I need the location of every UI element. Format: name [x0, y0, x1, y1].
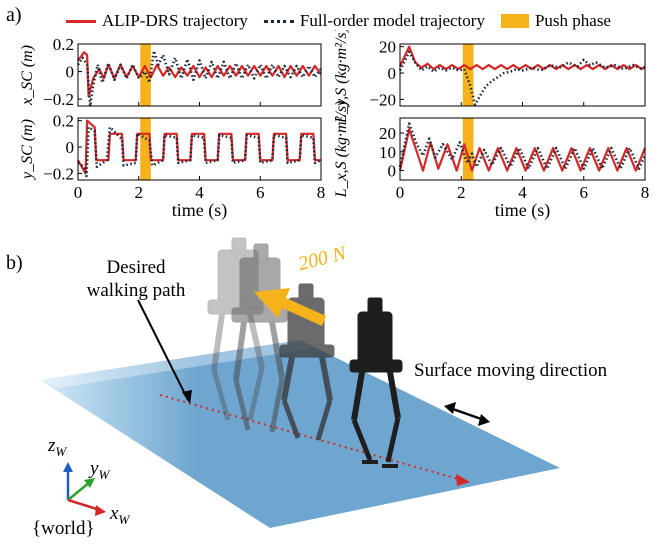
series-full-line	[76, 49, 323, 108]
push-phase-band	[462, 118, 474, 180]
frame-x-axis	[67, 498, 101, 512]
x-tick-label: 4	[518, 183, 527, 202]
world-frame-label: {world}	[32, 518, 95, 539]
legend: ALIP-DRS trajectory Full-order model tra…	[66, 8, 627, 34]
push-force-arrow	[254, 288, 326, 326]
y-axis-label: x_SC (m)	[19, 45, 36, 106]
surface-direction-label: Surface moving direction	[414, 360, 608, 381]
plot-frame	[399, 43, 646, 107]
y-tick-label: 20	[379, 124, 396, 143]
frame-y-axis	[67, 481, 91, 501]
desired-path-label: Desired walking path	[86, 257, 186, 301]
robot-illustration	[40, 237, 560, 528]
path-pointer-arrowhead	[182, 390, 192, 404]
push-phase-band	[140, 44, 151, 106]
x-tick-label: 4	[195, 183, 204, 202]
frame-z-sub: W	[55, 443, 67, 459]
surface-arrowhead-left	[444, 402, 456, 414]
series-full-line	[398, 122, 647, 170]
frame-x-text: x	[110, 503, 119, 524]
frame-z-label: zW	[48, 435, 66, 460]
robot-final	[349, 297, 403, 468]
desired-path-line	[159, 394, 463, 481]
x-axis-label: time (s)	[172, 200, 228, 221]
surface-edge-band	[40, 340, 316, 388]
legend-full-swatch	[263, 19, 294, 23]
y-axis-label: L_x,S (kg·m²/s)	[333, 101, 350, 199]
y-tick-label: −0.2	[43, 164, 74, 183]
x-tick-label: 6	[580, 183, 589, 202]
legend-full: Full-order model trajectory	[263, 11, 485, 31]
frame-z-arrowhead	[63, 462, 73, 472]
path-pointer-line	[137, 299, 189, 401]
x-tick-label: 8	[317, 183, 326, 202]
legend-push-swatch	[500, 14, 529, 28]
frame-y-label: yW	[90, 458, 109, 483]
y-tick-label: 10	[379, 143, 396, 162]
x-tick-label: 8	[641, 183, 650, 202]
y-axis-label: L_y,S (kg·m²/s)	[333, 30, 350, 124]
x-tick-label: 0	[396, 183, 405, 202]
frame-y-sub: W	[98, 466, 110, 482]
frame-y-arrowhead	[84, 478, 95, 488]
y-tick-label: 0	[388, 64, 397, 83]
legend-push-label: Push phase	[534, 11, 611, 30]
y-tick-label: 20	[379, 38, 396, 57]
y-tick-label: −20	[369, 90, 396, 109]
x-tick-label: 2	[135, 183, 144, 202]
y-tick-label: 0	[66, 63, 75, 82]
frame-z-text: z	[48, 435, 56, 456]
y-tick-label: 0.2	[53, 35, 74, 54]
panel-b-label: b)	[6, 252, 23, 274]
legend-alip-label: ALIP-DRS trajectory	[102, 11, 248, 30]
y-tick-label: −0.2	[43, 90, 74, 109]
push-phase-band	[140, 118, 151, 180]
series-alip-line	[398, 128, 647, 172]
series-alip-line	[77, 51, 322, 98]
y-tick-label: 0	[66, 138, 75, 157]
surface-arrowhead-right	[478, 414, 490, 426]
plot-frame	[77, 117, 322, 181]
frame-x-arrowhead	[95, 505, 106, 516]
y-axis-label: y_SC (m)	[19, 119, 36, 181]
frame-x-label: xW	[110, 503, 129, 528]
y-tick-label: 0.2	[53, 112, 74, 131]
legend-alip-swatch	[66, 19, 96, 23]
frame-y-text: y	[90, 458, 99, 479]
panel-a-label: a)	[6, 4, 22, 26]
y-tick-label: 0	[388, 162, 397, 181]
series-alip-line	[399, 45, 646, 71]
frame-x-sub: W	[118, 511, 130, 527]
legend-full-label: Full-order model trajectory	[299, 11, 485, 30]
series-full-line	[398, 50, 646, 106]
x-tick-label: 0	[74, 183, 83, 202]
x-axis-label: time (s)	[495, 200, 551, 221]
push-phase-band	[462, 44, 474, 106]
legend-alip: ALIP-DRS trajectory	[66, 11, 248, 31]
legend-push: Push phase	[500, 11, 611, 31]
surface-direction-arrow	[449, 406, 485, 422]
desired-path-arrowhead	[456, 474, 470, 486]
series-alip-line	[77, 119, 321, 175]
x-tick-label: 2	[457, 183, 466, 202]
x-tick-label: 6	[256, 183, 265, 202]
